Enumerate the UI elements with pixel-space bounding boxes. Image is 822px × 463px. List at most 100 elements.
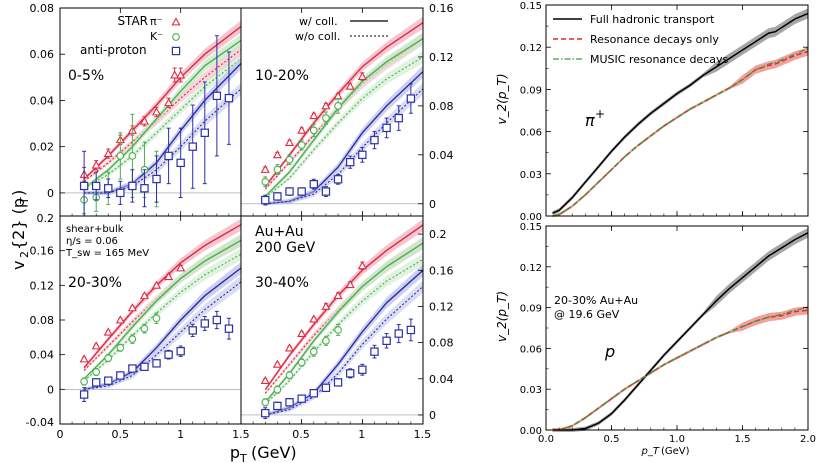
proton-point [321, 383, 331, 393]
y-tick-label: 0 [429, 198, 436, 211]
kaon-point [128, 335, 137, 343]
pion-point [151, 280, 162, 289]
proton-point [297, 187, 306, 196]
proton-point [273, 401, 282, 411]
music-line [552, 48, 809, 217]
y-tick-label: 0.00 [520, 212, 542, 223]
proton-nocoll-curve [84, 281, 241, 390]
y-axis-label: v_2(p_T) [495, 73, 509, 124]
pion-point [272, 359, 282, 368]
kaon-point [92, 368, 101, 376]
legend-label: Resonance decays only [590, 33, 719, 46]
x-axis-label-units: (GeV) [251, 443, 297, 462]
full-transport-line [552, 12, 809, 214]
x-tick-label: 1 [358, 428, 365, 441]
proton-point [309, 389, 319, 398]
particle-label: π [585, 111, 595, 130]
proton-point [176, 158, 185, 168]
proton-point [164, 350, 173, 359]
star-v2-figure: 0-5% 10-20% 20-30% 30-40% 0 0.02 0.04 0.06 0.08 0… [9, 2, 454, 463]
kaon-point [104, 354, 113, 362]
y-axis-label: v [9, 261, 28, 270]
pion-point [91, 160, 101, 169]
kaon-nocoll-curve [264, 56, 423, 199]
x-tick-label: 0.5 [112, 428, 130, 441]
legend-proton-marker [171, 46, 181, 56]
proton-point [152, 174, 161, 184]
system-label: Au+Au [255, 224, 304, 240]
proton-point [406, 325, 416, 335]
kaon-point [297, 358, 306, 367]
proton-point [140, 184, 149, 193]
kaon-point [322, 114, 330, 122]
proton-point [261, 408, 270, 418]
kaon-point [152, 314, 161, 323]
panel-0-5%: 0-5% [59, 7, 242, 217]
legend-without-coll: w/o coll. [295, 30, 340, 43]
proton-point [370, 135, 379, 145]
kaon-point [334, 102, 342, 110]
proton-point [104, 184, 113, 193]
v2-transport-figure: 0.000.030.060.090.120.15v_2(p_T) π +0.000.… [495, 1, 816, 457]
panel-20-30%: 20-30% [59, 215, 242, 425]
y-tick-label: 0.04 [30, 94, 55, 107]
pion-point [309, 110, 319, 120]
kaon-point [261, 398, 270, 407]
param-shear-bulk: shear+bulk [66, 224, 124, 235]
param-eta-s: η/s = 0.06 [66, 236, 118, 247]
y-tick-label: 0.12 [520, 43, 542, 54]
legend-kaon-marker [172, 33, 180, 41]
resonance-line [552, 50, 809, 217]
pion-point [357, 71, 367, 80]
y-tick-label: 0.08 [429, 100, 454, 113]
y-tick-label: 0.2 [37, 212, 55, 225]
x-tick-label: 2.0 [800, 434, 816, 445]
kaon-point [273, 165, 282, 174]
legend-label: Full hadronic transport [590, 13, 715, 26]
proton-point [128, 181, 137, 191]
proton-point [79, 181, 89, 191]
y-tick-label: 0.04 [429, 149, 454, 162]
y-tick-label: 0.08 [429, 337, 454, 350]
right-panel-0: 0.00 0.03 0.06 0.09 0.12 0.15 v_2(p_T) π + [495, 1, 809, 223]
y-tick-label: 0.15 [520, 1, 542, 12]
pion-point [260, 375, 270, 385]
kaon-point [334, 326, 342, 334]
panel-plot-area [60, 20, 241, 216]
kaon-nocoll-band [265, 50, 423, 200]
y-tick-label: 0.08 [30, 314, 55, 327]
x-axis-label: p_T [641, 446, 660, 457]
proton-point [333, 175, 343, 184]
y-tick-label: 0.04 [429, 373, 454, 386]
param-t-sw: T_sw = 165 MeV [65, 248, 149, 259]
legend-kaon: K⁻ [150, 30, 163, 43]
pion-point [345, 279, 355, 289]
pion-point [103, 327, 113, 336]
y-axis-label-mid: {2} (p [9, 198, 28, 250]
y-tick-label: 0.03 [520, 170, 542, 181]
x-tick-label: 0.0 [538, 434, 554, 445]
centrality-label: 0-5% [68, 68, 104, 84]
y-tick-label: 0.09 [520, 304, 542, 315]
kaon-nocoll-curve [83, 253, 241, 382]
kaon-point [116, 152, 125, 160]
pion-point [284, 137, 295, 147]
annotation-centrality: 20-30% Au+Au [554, 294, 638, 307]
y-tick-label: 0.16 [429, 264, 454, 277]
centrality-label: 20-30% [68, 275, 122, 291]
resonance-band [552, 47, 808, 218]
pion-point [321, 301, 331, 310]
proton-point [200, 128, 209, 137]
proton-point [382, 336, 391, 346]
proton-point [79, 390, 89, 399]
pion-point [309, 314, 319, 323]
particle-label-sup: + [595, 107, 605, 121]
kaon-point [128, 152, 137, 160]
legend-label: MUSIC resonance decays [590, 53, 728, 66]
x-axis-label-sub: T [239, 452, 247, 463]
energy-label: 200 GeV [255, 240, 316, 256]
annotation-energy: @ 19.6 GeV [554, 308, 620, 321]
proton-point [104, 376, 113, 385]
pion-point [115, 315, 125, 324]
